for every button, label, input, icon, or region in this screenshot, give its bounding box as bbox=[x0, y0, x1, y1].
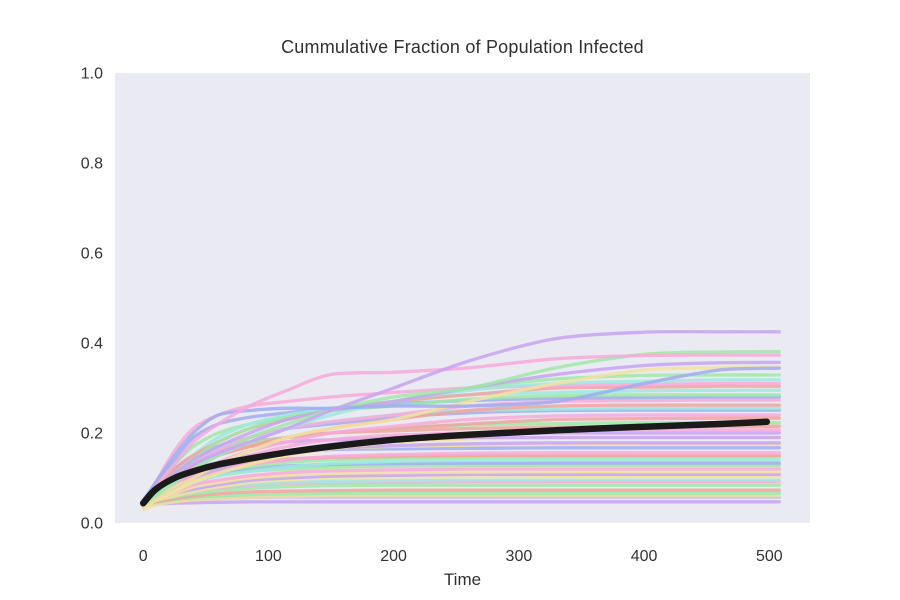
y-tick-label: 0.2 bbox=[81, 426, 103, 443]
trajectory-line bbox=[141, 494, 781, 512]
y-tick-label: 0.4 bbox=[81, 336, 103, 353]
trajectory-line bbox=[141, 470, 781, 509]
x-tick-label: 100 bbox=[255, 548, 282, 565]
y-tick-label: 1.0 bbox=[81, 66, 103, 83]
mean-line bbox=[139, 418, 771, 507]
trajectory-line bbox=[141, 366, 781, 503]
y-tick-label: 0.0 bbox=[81, 516, 103, 533]
trajectory-line bbox=[141, 353, 781, 507]
x-tick-label: 0 bbox=[139, 548, 148, 565]
trajectory-line bbox=[141, 500, 781, 507]
trajectory-line bbox=[141, 413, 781, 507]
y-tick-label: 0.8 bbox=[81, 156, 103, 173]
x-tick-label: 400 bbox=[631, 548, 658, 565]
trajectory-line bbox=[141, 365, 781, 507]
y-tick-label: 0.6 bbox=[81, 246, 103, 263]
x-tick-label: 300 bbox=[506, 548, 533, 565]
x-tick-label: 500 bbox=[756, 548, 783, 565]
x-tick-label: 200 bbox=[380, 548, 407, 565]
x-axis-label: Time bbox=[443, 570, 482, 589]
trajectory-line bbox=[141, 488, 781, 507]
chart-title: Cummulative Fraction of Population Infec… bbox=[281, 37, 644, 57]
trajectory-line bbox=[141, 475, 781, 507]
